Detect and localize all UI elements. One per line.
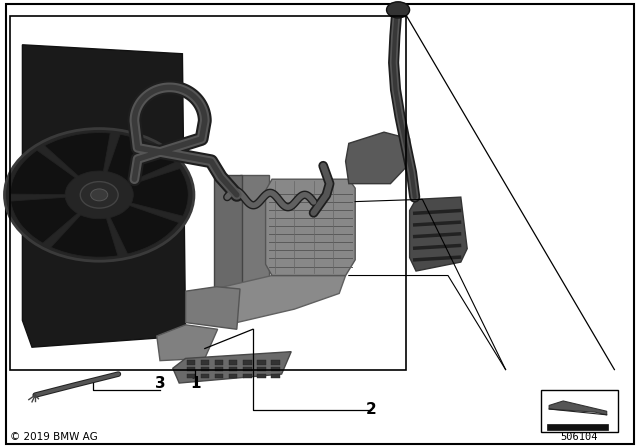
Polygon shape — [346, 132, 410, 184]
Bar — [201, 360, 209, 365]
Bar — [257, 367, 266, 371]
Text: 1: 1 — [190, 375, 200, 391]
Bar — [187, 374, 195, 378]
Bar — [215, 360, 223, 365]
Wedge shape — [45, 133, 110, 176]
Text: 506104: 506104 — [561, 432, 598, 442]
Bar — [187, 360, 195, 365]
Bar — [229, 367, 237, 371]
Circle shape — [387, 2, 410, 18]
Polygon shape — [549, 401, 607, 415]
Bar — [215, 374, 223, 378]
Polygon shape — [266, 179, 355, 276]
Bar — [547, 424, 608, 430]
Wedge shape — [130, 168, 188, 216]
Bar — [257, 374, 266, 378]
Bar — [257, 360, 266, 365]
Bar — [271, 367, 280, 371]
Bar — [229, 360, 237, 365]
Bar — [201, 367, 209, 371]
Circle shape — [80, 181, 118, 208]
Polygon shape — [157, 325, 218, 361]
Text: 2: 2 — [366, 402, 376, 418]
Bar — [215, 367, 223, 371]
Wedge shape — [10, 150, 76, 194]
Text: © 2019 BMW AG: © 2019 BMW AG — [10, 432, 97, 442]
Bar — [187, 367, 195, 371]
Polygon shape — [214, 175, 242, 289]
Wedge shape — [110, 206, 179, 254]
Bar — [541, 390, 618, 432]
Polygon shape — [186, 287, 240, 329]
Bar — [243, 367, 252, 371]
Bar — [229, 374, 237, 378]
Bar — [201, 374, 209, 378]
Polygon shape — [240, 175, 269, 287]
Polygon shape — [22, 45, 186, 347]
Polygon shape — [173, 352, 291, 383]
Wedge shape — [51, 215, 118, 257]
Polygon shape — [410, 197, 467, 271]
Wedge shape — [108, 134, 175, 182]
Bar — [271, 374, 280, 378]
Wedge shape — [11, 197, 77, 243]
Bar — [10, 16, 406, 370]
Circle shape — [91, 189, 108, 201]
Bar — [243, 374, 252, 378]
Polygon shape — [214, 276, 346, 323]
Bar — [243, 360, 252, 365]
Bar — [271, 360, 280, 365]
Circle shape — [4, 129, 194, 261]
Text: 3: 3 — [155, 375, 165, 391]
